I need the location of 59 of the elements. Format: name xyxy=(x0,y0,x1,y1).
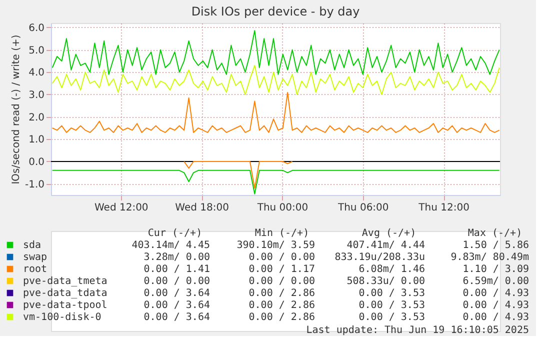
text: Min (-/+) xyxy=(254,228,310,239)
legend-label: pve-data_tmeta xyxy=(23,276,108,287)
y-tick-label: 2.0 xyxy=(28,112,44,124)
y-axis-title: IOs/second read (-) / write (+) xyxy=(10,34,22,184)
legend-label: sda xyxy=(23,240,42,251)
legend-label: vm-100-disk-0 xyxy=(23,312,102,323)
text: 0.00 / 1.41 xyxy=(144,264,210,275)
text: 0.00 / 4.93 xyxy=(462,300,529,311)
text: Avg (-/+) xyxy=(362,228,416,239)
text: 407.41m/ 4.44 xyxy=(346,240,425,251)
text: Max (-/+) xyxy=(468,228,522,239)
text: 0.00 / 4.93 xyxy=(462,288,529,299)
y-tick-label: 5.0 xyxy=(28,45,44,56)
x-tick-label: Thu 12:00 xyxy=(418,202,470,214)
legend-label: pve-data-tpool xyxy=(23,300,108,311)
text: 0.00 / 3.53 xyxy=(358,312,425,323)
text: 0.00 / 4.93 xyxy=(462,312,529,323)
y-tick-label: 4.0 xyxy=(28,68,44,79)
x-tick-label: Thu 00:00 xyxy=(256,202,308,214)
text: 403.14m/ 4.45 xyxy=(132,240,210,251)
y-tick-label: 3.0 xyxy=(28,90,44,101)
text: 0.00 / 0.00 xyxy=(248,276,315,287)
text: 0.00 / 2.86 xyxy=(248,300,315,311)
y-tick-label: 6.0 xyxy=(28,22,44,34)
text: 0.00 / 0.00 xyxy=(248,252,315,263)
line-series xyxy=(52,30,500,75)
line-series xyxy=(184,160,293,189)
text: 3.28m/ 0.00 xyxy=(144,252,210,263)
legend-label: pve-data_tdata xyxy=(23,288,108,299)
text: 0.00 / 2.86 xyxy=(248,288,315,299)
x-tick-label: Wed 12:00 xyxy=(94,202,148,214)
y-tick-label: 1.0 xyxy=(28,134,44,146)
text: 6.08m/ 1.46 xyxy=(358,264,425,275)
text: Cur (-/+) xyxy=(148,228,202,239)
text: 1.10 / 3.09 xyxy=(462,264,529,275)
text: 1.50 / 5.86 xyxy=(462,240,529,251)
line-series xyxy=(52,92,500,133)
y-tick-label: -1.0 xyxy=(24,179,44,190)
line-series xyxy=(52,64,500,95)
legend-label: swap xyxy=(23,252,48,263)
text: 0.00 / 3.53 xyxy=(358,300,425,311)
text: 9.83m/ 80.49m xyxy=(450,252,529,263)
text: 0.00 / 3.64 xyxy=(144,288,210,299)
text: 390.10m/ 3.59 xyxy=(236,240,315,251)
y-tick-label: 0.0 xyxy=(28,156,44,168)
legend-label: root xyxy=(23,264,48,275)
text: 0.00 / 0.00 xyxy=(144,276,210,287)
chart-title: Disk IOs per device - by day xyxy=(191,4,360,18)
x-tick-label: Wed 18:00 xyxy=(175,202,229,214)
text: 6.59m/ 0.00 xyxy=(462,276,529,287)
text: 0.00 / 3.64 xyxy=(144,300,210,311)
text: 0.00 / 3.53 xyxy=(358,288,425,299)
text: 0.00 / 2.86 xyxy=(248,312,315,323)
text: 0.00 / 3.64 xyxy=(144,312,210,323)
text: 833.19u/208.33u xyxy=(334,252,425,263)
text: 508.33u/ 0.00 xyxy=(346,276,425,287)
x-tick-label: Thu 06:00 xyxy=(336,202,389,214)
text: Last update: Thu Jun 19 16:10:05 2025 xyxy=(306,325,529,336)
text: 0.00 / 1.17 xyxy=(248,264,315,275)
